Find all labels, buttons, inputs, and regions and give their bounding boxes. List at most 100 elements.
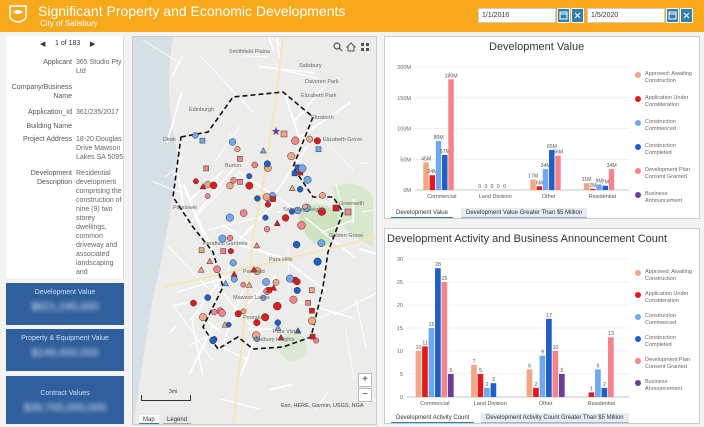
sea-area xyxy=(133,37,178,424)
tab-legend[interactable]: Legend xyxy=(163,415,192,424)
tab-development-value[interactable]: Development Value xyxy=(391,208,453,218)
development-marker xyxy=(209,181,218,190)
development-marker xyxy=(308,287,315,294)
bar xyxy=(559,374,565,397)
development-marker xyxy=(203,165,209,172)
y-tick-label: 25 xyxy=(397,280,403,286)
y-tick-label: 200M xyxy=(397,65,411,71)
business-announcement-marker xyxy=(271,127,281,135)
tab-development-activity-count[interactable]: Development Activity Count xyxy=(391,413,475,423)
data-label: 6M xyxy=(536,180,543,186)
map-place-label: Paralowie xyxy=(173,205,198,211)
zoom-in-button[interactable]: + xyxy=(358,373,372,387)
map-canvas[interactable] xyxy=(133,37,377,425)
road xyxy=(344,329,355,379)
road xyxy=(228,131,233,140)
kpi-label: Property & Equipment Value xyxy=(21,335,109,342)
road xyxy=(290,101,352,144)
start-calendar-button[interactable] xyxy=(557,8,570,23)
tab-map[interactable]: Map xyxy=(139,415,159,424)
map-place-label: Smithfield Plains xyxy=(229,49,270,55)
end-clear-button[interactable] xyxy=(680,8,693,23)
x-category-label: Land Division xyxy=(479,194,512,200)
calendar-icon xyxy=(559,11,568,20)
road xyxy=(282,90,302,142)
development-marker xyxy=(266,287,273,293)
road xyxy=(172,304,213,361)
data-label: 34M xyxy=(607,163,617,169)
data-label: 1 xyxy=(590,386,593,392)
data-label: 9M xyxy=(596,178,603,184)
start-clear-button[interactable] xyxy=(571,8,584,23)
development-marker xyxy=(280,130,288,138)
home-icon[interactable] xyxy=(346,42,358,54)
road xyxy=(200,56,254,114)
map-attribution: Esri, HERE, Garmin, USGS, NGA xyxy=(281,403,364,409)
road xyxy=(170,324,177,333)
basemap-gallery-icon[interactable] xyxy=(360,42,372,54)
detail-value: Residential development comprising the c… xyxy=(76,170,122,276)
road xyxy=(360,162,369,165)
development-marker xyxy=(317,207,326,216)
development-marker xyxy=(246,173,253,180)
development-marker xyxy=(240,281,247,288)
data-label: 0 xyxy=(484,184,487,190)
prev-record-button[interactable]: ◀ xyxy=(40,41,46,48)
y-tick-label: 30 xyxy=(397,257,403,263)
road xyxy=(223,289,244,342)
zoom-out-button[interactable]: − xyxy=(358,388,372,402)
road xyxy=(142,39,182,64)
x-category-label: Commercial xyxy=(427,194,456,200)
data-label: 6 xyxy=(597,363,600,369)
development-marker xyxy=(291,170,298,177)
road xyxy=(321,219,354,234)
road xyxy=(176,275,230,293)
bar xyxy=(552,351,559,397)
bar xyxy=(595,369,601,397)
development-marker xyxy=(293,286,301,294)
y-tick-label: 150M xyxy=(397,96,411,102)
highway xyxy=(232,37,284,424)
map-place-label: Pooraka xyxy=(243,315,264,321)
start-date-input[interactable]: 1/1/2016 xyxy=(478,8,556,23)
development-marker xyxy=(260,294,267,301)
tab-development-value-over-5m[interactable]: Development Value Greater Than $5 Millio… xyxy=(461,208,588,218)
development-marker xyxy=(285,274,294,283)
data-label: 28 xyxy=(435,262,441,268)
data-label: 45M xyxy=(421,156,431,162)
road xyxy=(370,396,376,402)
development-marker xyxy=(273,219,281,226)
legend-swatch xyxy=(635,144,641,150)
legend-label: Development Plan Consent Granted xyxy=(645,357,690,370)
development-marker xyxy=(245,281,253,288)
next-record-button[interactable]: ▶ xyxy=(90,41,96,48)
detail-label: Building Name xyxy=(26,123,72,130)
road xyxy=(171,55,184,78)
end-calendar-button[interactable] xyxy=(666,8,679,23)
bar xyxy=(471,364,477,397)
end-date-input[interactable]: 1/5/2020 xyxy=(587,8,665,23)
page-title: Significant Property and Economic Develo… xyxy=(38,3,346,19)
y-tick-label: 50M xyxy=(400,157,411,163)
kpi-contract-values: Contract Values $39,755,000,000 xyxy=(6,376,124,424)
road xyxy=(287,245,290,295)
development-marker xyxy=(305,300,311,306)
bar xyxy=(441,282,448,397)
data-label: 65M xyxy=(547,144,557,150)
road xyxy=(305,217,356,259)
development-marker xyxy=(220,248,227,254)
development-marker xyxy=(230,275,238,283)
road xyxy=(230,200,278,250)
tab-development-activity-count-over-5m[interactable]: Development Activity Count Greater Than … xyxy=(481,413,629,423)
development-marker xyxy=(225,321,232,328)
search-icon[interactable] xyxy=(333,42,345,54)
development-marker xyxy=(303,175,312,184)
map-place-label: Elizabeth Park xyxy=(301,93,337,99)
detail-label: Company/Business Name xyxy=(11,84,72,100)
map-view[interactable]: + − Salisbury Davoren Park Elizabeth Par… xyxy=(132,36,377,425)
data-label: 9 xyxy=(541,350,544,356)
bar xyxy=(423,162,429,190)
scale-bar xyxy=(141,395,191,401)
development-marker xyxy=(237,179,243,185)
clear-icon xyxy=(574,12,581,19)
